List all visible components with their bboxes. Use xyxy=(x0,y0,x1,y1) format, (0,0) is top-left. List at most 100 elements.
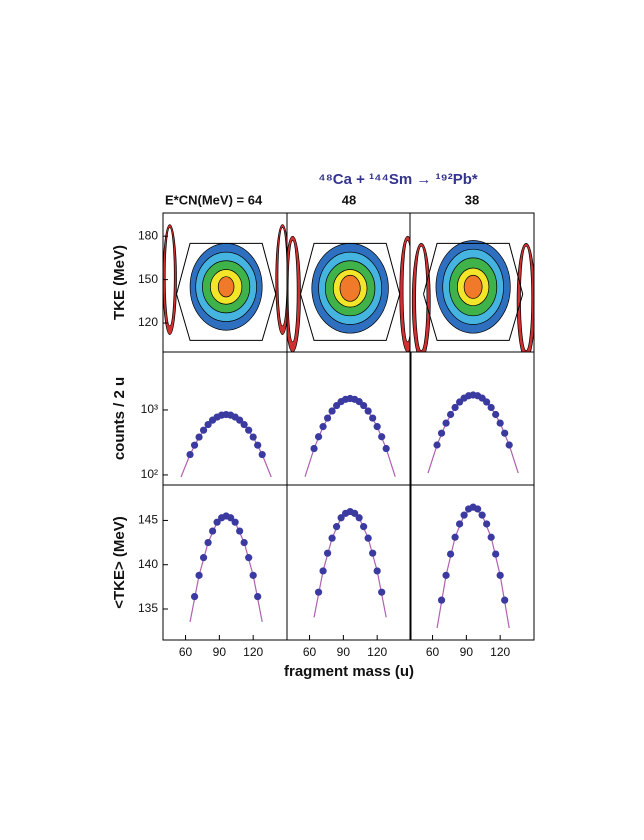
data-point xyxy=(351,509,359,517)
data-point xyxy=(492,550,500,558)
data-point xyxy=(245,426,253,434)
data-point xyxy=(437,429,446,437)
data-point xyxy=(496,571,504,579)
y-tick-label: 135 xyxy=(138,601,158,615)
data-point xyxy=(240,538,248,547)
data-point xyxy=(483,520,491,528)
data-point xyxy=(501,429,509,437)
figure-title: ⁴⁸Ca + ¹⁴⁴Sm → ¹⁹²Pb* xyxy=(318,171,478,188)
contour xyxy=(415,245,428,351)
y-tick-label: 145 xyxy=(138,513,158,527)
contour xyxy=(520,245,533,351)
data-point xyxy=(451,533,459,541)
data-point xyxy=(319,423,327,431)
x-tick-label: 60 xyxy=(179,645,193,659)
gate-line xyxy=(176,242,277,341)
data-point xyxy=(382,444,390,453)
data-point xyxy=(446,410,455,419)
contour xyxy=(277,227,287,327)
panel xyxy=(180,410,272,478)
x-axis-label: fragment mass (u) xyxy=(284,663,414,680)
gate-line xyxy=(300,242,401,341)
data-point xyxy=(314,588,323,596)
data-point xyxy=(364,534,372,542)
data-point xyxy=(501,596,509,604)
data-point xyxy=(333,523,341,531)
x-tick-label: 90 xyxy=(213,645,227,659)
data-point xyxy=(496,419,504,427)
y-tick-label: 150 xyxy=(138,272,158,286)
column-label: 48 xyxy=(342,192,356,207)
data-point xyxy=(456,520,464,528)
data-point xyxy=(254,441,262,449)
data-point xyxy=(258,450,266,459)
data-point xyxy=(195,433,203,441)
data-point xyxy=(433,441,441,449)
contour xyxy=(402,240,411,343)
data-point xyxy=(369,549,377,557)
panel xyxy=(313,507,387,618)
data-point xyxy=(227,514,235,522)
y-axis-label: counts / 2 u xyxy=(111,377,128,460)
x-tick-label: 60 xyxy=(303,645,317,659)
data-point xyxy=(483,398,491,406)
data-point xyxy=(249,433,257,441)
panel xyxy=(304,394,396,477)
data-point xyxy=(364,407,372,415)
panel xyxy=(436,503,510,629)
data-point xyxy=(323,549,332,557)
data-point xyxy=(373,423,381,431)
data-point xyxy=(337,514,345,522)
contour xyxy=(164,227,175,327)
data-point xyxy=(231,518,239,526)
data-point xyxy=(245,554,253,562)
panel xyxy=(427,391,519,474)
data-point xyxy=(373,567,381,575)
data-point xyxy=(236,527,244,535)
data-point xyxy=(186,450,194,459)
y-axis-label: TKE (MeV) xyxy=(111,245,128,320)
y-tick-label: 140 xyxy=(138,557,158,571)
data-point xyxy=(209,527,217,535)
data-point xyxy=(204,538,212,547)
y-tick-label: 120 xyxy=(138,315,158,329)
gate-line xyxy=(423,242,524,341)
data-point xyxy=(323,414,332,422)
panel-frame xyxy=(286,484,412,641)
data-point xyxy=(487,533,495,541)
y-tick-label: 10³ xyxy=(141,402,158,416)
data-point xyxy=(240,420,248,429)
panel-frame xyxy=(409,484,535,641)
data-point xyxy=(249,571,257,579)
y-axis-label: <TKE> (MeV) xyxy=(111,516,128,609)
data-point xyxy=(505,441,513,449)
panel xyxy=(410,213,534,352)
panel xyxy=(163,213,287,352)
x-tick-label: 90 xyxy=(460,645,474,659)
data-point xyxy=(213,518,221,526)
contour xyxy=(463,274,483,299)
contour xyxy=(339,274,361,302)
data-point xyxy=(236,416,244,424)
data-point xyxy=(310,444,318,453)
data-point xyxy=(378,588,386,596)
x-tick-label: 60 xyxy=(426,645,440,659)
data-point xyxy=(199,426,208,434)
column-label: 38 xyxy=(465,192,479,207)
data-point xyxy=(319,567,327,575)
data-point xyxy=(437,596,446,604)
y-tick-label: 180 xyxy=(138,228,158,242)
data-point xyxy=(195,571,203,579)
data-point xyxy=(451,403,459,412)
y-tick-label: 10² xyxy=(141,467,158,481)
contour xyxy=(217,276,235,298)
data-point xyxy=(446,550,455,558)
data-point xyxy=(328,407,336,415)
data-point xyxy=(360,523,368,531)
data-point xyxy=(190,593,199,601)
data-point xyxy=(378,433,386,441)
x-tick-label: 120 xyxy=(243,645,263,659)
data-point xyxy=(460,511,468,519)
